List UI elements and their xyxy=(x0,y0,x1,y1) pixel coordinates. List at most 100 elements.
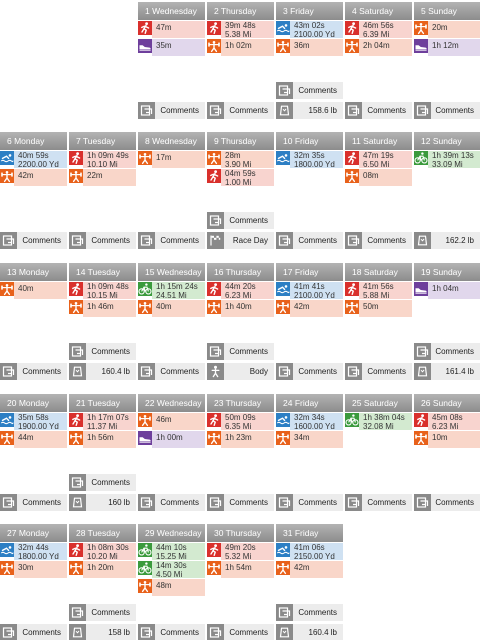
workout-bike[interactable]: 14m 30s 4.50 Mi xyxy=(138,561,205,578)
day-header[interactable]: 11 Saturday xyxy=(345,132,412,150)
workout-strength[interactable]: 1h 54m xyxy=(207,561,274,578)
day-header[interactable]: 28 Tuesday xyxy=(69,524,136,542)
comments-bar[interactable]: Comments xyxy=(207,102,274,119)
workout-shoe[interactable]: 35m xyxy=(138,39,205,56)
day-cell[interactable]: 28 Tuesday 1h 08m 30s 10.20 Mi 1h 20m Commen… xyxy=(69,524,136,640)
workout-strength[interactable]: 30m xyxy=(0,561,67,578)
day-cell[interactable]: 11 Saturday 47m 19s 6.50 Mi 08m Comments xyxy=(345,132,412,249)
workout-run[interactable]: 41m 56s 5.88 Mi xyxy=(345,282,412,299)
comments-bar[interactable]: Comments xyxy=(414,102,480,119)
workout-run[interactable]: 46m 56s 6.39 Mi xyxy=(345,21,412,38)
day-cell[interactable]: 22 Wednesday 46m 1h 00m Comments xyxy=(138,394,205,511)
day-header[interactable]: 31 Friday xyxy=(276,524,343,542)
day-cell[interactable]: 24 Friday 32m 34s 1600.00 Yd 34m Comments xyxy=(276,394,343,511)
comments-bar[interactable]: Comments xyxy=(0,624,67,640)
day-cell[interactable]: 6 Monday 40m 59s 2200.00 Yd 42m Comments xyxy=(0,132,67,249)
workout-strength[interactable]: 40m xyxy=(0,282,67,299)
comments-bar[interactable]: Comments xyxy=(0,232,67,249)
workout-strength[interactable]: 40m xyxy=(138,300,205,317)
day-cell[interactable]: 20 Monday 35m 58s 1900.00 Yd 44m Comments xyxy=(0,394,67,511)
day-header[interactable]: 12 Sunday xyxy=(414,132,480,150)
comments-bar[interactable]: Comments xyxy=(207,212,274,229)
workout-bike[interactable]: 44m 10s 15.25 Mi xyxy=(138,543,205,560)
day-cell[interactable]: 3 Friday 43m 02s 2100.00 Yd 36m Comments 158.… xyxy=(276,2,343,119)
day-header[interactable]: 4 Saturday xyxy=(345,2,412,20)
weight-bar[interactable]: 162.2 lb xyxy=(414,232,480,249)
day-cell[interactable]: 13 Monday 40m Comments xyxy=(0,263,67,380)
workout-swim[interactable]: 32m 44s 1800.00 Yd xyxy=(0,543,67,560)
weight-bar[interactable]: 158.6 lb xyxy=(276,102,343,119)
day-header[interactable]: 29 Wednesday xyxy=(138,524,205,542)
workout-run[interactable]: 47m 19s 6.50 Mi xyxy=(345,151,412,168)
workout-swim[interactable]: 32m 34s 1600.00 Yd xyxy=(276,413,343,430)
comments-bar[interactable]: Comments xyxy=(69,232,136,249)
comments-bar[interactable]: Comments xyxy=(276,82,343,99)
day-cell[interactable]: 15 Wednesday 1h 15m 24s 24.51 Mi 40m Comment… xyxy=(138,263,205,380)
day-header[interactable]: 3 Friday xyxy=(276,2,343,20)
day-cell[interactable]: 19 Sunday 1h 04m Comments 161.4 lb xyxy=(414,263,480,380)
day-header[interactable]: 14 Tuesday xyxy=(69,263,136,281)
day-cell[interactable]: 14 Tuesday 1h 09m 48s 10.15 Mi 1h 46m Commen… xyxy=(69,263,136,380)
comments-bar[interactable]: Comments xyxy=(414,494,480,511)
day-header[interactable]: 1 Wednesday xyxy=(138,2,205,20)
day-header[interactable]: 17 Friday xyxy=(276,263,343,281)
workout-strength[interactable]: 50m xyxy=(345,300,412,317)
workout-strength[interactable]: 42m xyxy=(276,561,343,578)
day-cell[interactable]: 1 Wednesday 47m 35m Comments xyxy=(138,2,205,119)
workout-shoe[interactable]: 1h 04m xyxy=(414,282,480,299)
day-header[interactable]: 7 Tuesday xyxy=(69,132,136,150)
day-cell[interactable]: 5 Sunday 20m 1h 12m Comments xyxy=(414,2,480,119)
day-header[interactable]: 8 Wednesday xyxy=(138,132,205,150)
day-header[interactable]: 9 Thursday xyxy=(207,132,274,150)
workout-run[interactable]: 44m 20s 6.23 Mi xyxy=(207,282,274,299)
workout-strength[interactable]: 1h 56m xyxy=(69,431,136,448)
workout-run[interactable]: 1h 17m 07s 11.37 Mi xyxy=(69,413,136,430)
day-cell[interactable]: 29 Wednesday 44m 10s 15.25 Mi 14m 30s 4.50 M… xyxy=(138,524,205,640)
comments-bar[interactable]: Comments xyxy=(138,624,205,640)
day-header[interactable]: 6 Monday xyxy=(0,132,67,150)
comments-bar[interactable]: Comments xyxy=(0,363,67,380)
race-bar[interactable]: Race Day xyxy=(207,232,274,249)
day-cell[interactable]: 30 Thursday 49m 20s 5.32 Mi 1h 54m Comments xyxy=(207,524,274,640)
workout-run[interactable]: 1h 08m 30s 10.20 Mi xyxy=(69,543,136,560)
day-cell[interactable]: 4 Saturday 46m 56s 6.39 Mi 2h 04m Comments xyxy=(345,2,412,119)
comments-bar[interactable]: Comments xyxy=(69,343,136,360)
day-cell[interactable]: 9 Thursday 28m 3.90 Mi 04m 59s 1.00 Mi Commen… xyxy=(207,132,274,249)
workout-bike[interactable]: 1h 38m 04s 32.08 Mi xyxy=(345,413,412,430)
day-header[interactable]: 26 Sunday xyxy=(414,394,480,412)
comments-bar[interactable]: Comments xyxy=(414,343,480,360)
day-header[interactable]: 27 Monday xyxy=(0,524,67,542)
weight-bar[interactable]: 158 lb xyxy=(69,624,136,640)
workout-run[interactable]: 1h 09m 48s 10.15 Mi xyxy=(69,282,136,299)
day-cell[interactable]: 21 Tuesday 1h 17m 07s 11.37 Mi 1h 56m Commen… xyxy=(69,394,136,511)
workout-strength[interactable]: 1h 40m xyxy=(207,300,274,317)
workout-strength[interactable]: 2h 04m xyxy=(345,39,412,56)
day-header[interactable]: 5 Sunday xyxy=(414,2,480,20)
comments-bar[interactable]: Comments xyxy=(138,232,205,249)
day-header[interactable]: 21 Tuesday xyxy=(69,394,136,412)
workout-swim[interactable]: 40m 59s 2200.00 Yd xyxy=(0,151,67,168)
comments-bar[interactable]: Comments xyxy=(138,102,205,119)
workout-strength[interactable]: 17m xyxy=(138,151,205,168)
day-header[interactable]: 15 Wednesday xyxy=(138,263,205,281)
comments-bar[interactable]: Comments xyxy=(207,494,274,511)
workout-strength[interactable]: 48m xyxy=(138,579,205,596)
workout-shoe[interactable]: 1h 12m xyxy=(414,39,480,56)
comments-bar[interactable]: Comments xyxy=(276,232,343,249)
workout-run[interactable]: 1h 09m 49s 10.10 Mi xyxy=(69,151,136,168)
day-cell[interactable]: 26 Sunday 45m 08s 6.23 Mi 10m Comments xyxy=(414,394,480,511)
day-cell[interactable]: 7 Tuesday 1h 09m 49s 10.10 Mi 22m Comments xyxy=(69,132,136,249)
day-header[interactable]: 10 Friday xyxy=(276,132,343,150)
day-cell[interactable]: 17 Friday 41m 41s 2100.00 Yd 42m Comments xyxy=(276,263,343,380)
comments-bar[interactable]: Comments xyxy=(69,474,136,491)
workout-strength[interactable]: 1h 46m xyxy=(69,300,136,317)
workout-run[interactable]: 49m 20s 5.32 Mi xyxy=(207,543,274,560)
workout-strength[interactable]: 1h 02m xyxy=(207,39,274,56)
workout-strength[interactable]: 46m xyxy=(138,413,205,430)
body-bar[interactable]: Body xyxy=(207,363,274,380)
comments-bar[interactable]: Comments xyxy=(138,363,205,380)
day-header[interactable]: 13 Monday xyxy=(0,263,67,281)
workout-run[interactable]: 47m xyxy=(138,21,205,38)
workout-bike[interactable]: 1h 15m 24s 24.51 Mi xyxy=(138,282,205,299)
comments-bar[interactable]: Comments xyxy=(276,494,343,511)
